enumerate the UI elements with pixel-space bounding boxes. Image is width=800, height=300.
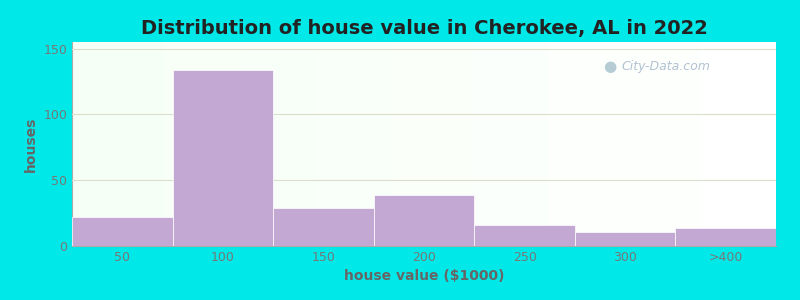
Text: ●: ● <box>603 59 617 74</box>
Bar <box>474 225 575 246</box>
Bar <box>575 232 675 246</box>
Bar <box>374 195 474 246</box>
Bar <box>72 217 173 246</box>
Bar <box>675 228 776 246</box>
Bar <box>273 208 374 246</box>
X-axis label: house value ($1000): house value ($1000) <box>344 269 504 284</box>
Bar <box>173 70 273 246</box>
Title: Distribution of house value in Cherokee, AL in 2022: Distribution of house value in Cherokee,… <box>141 19 707 38</box>
Text: City-Data.com: City-Data.com <box>621 60 710 73</box>
Y-axis label: houses: houses <box>24 116 38 172</box>
